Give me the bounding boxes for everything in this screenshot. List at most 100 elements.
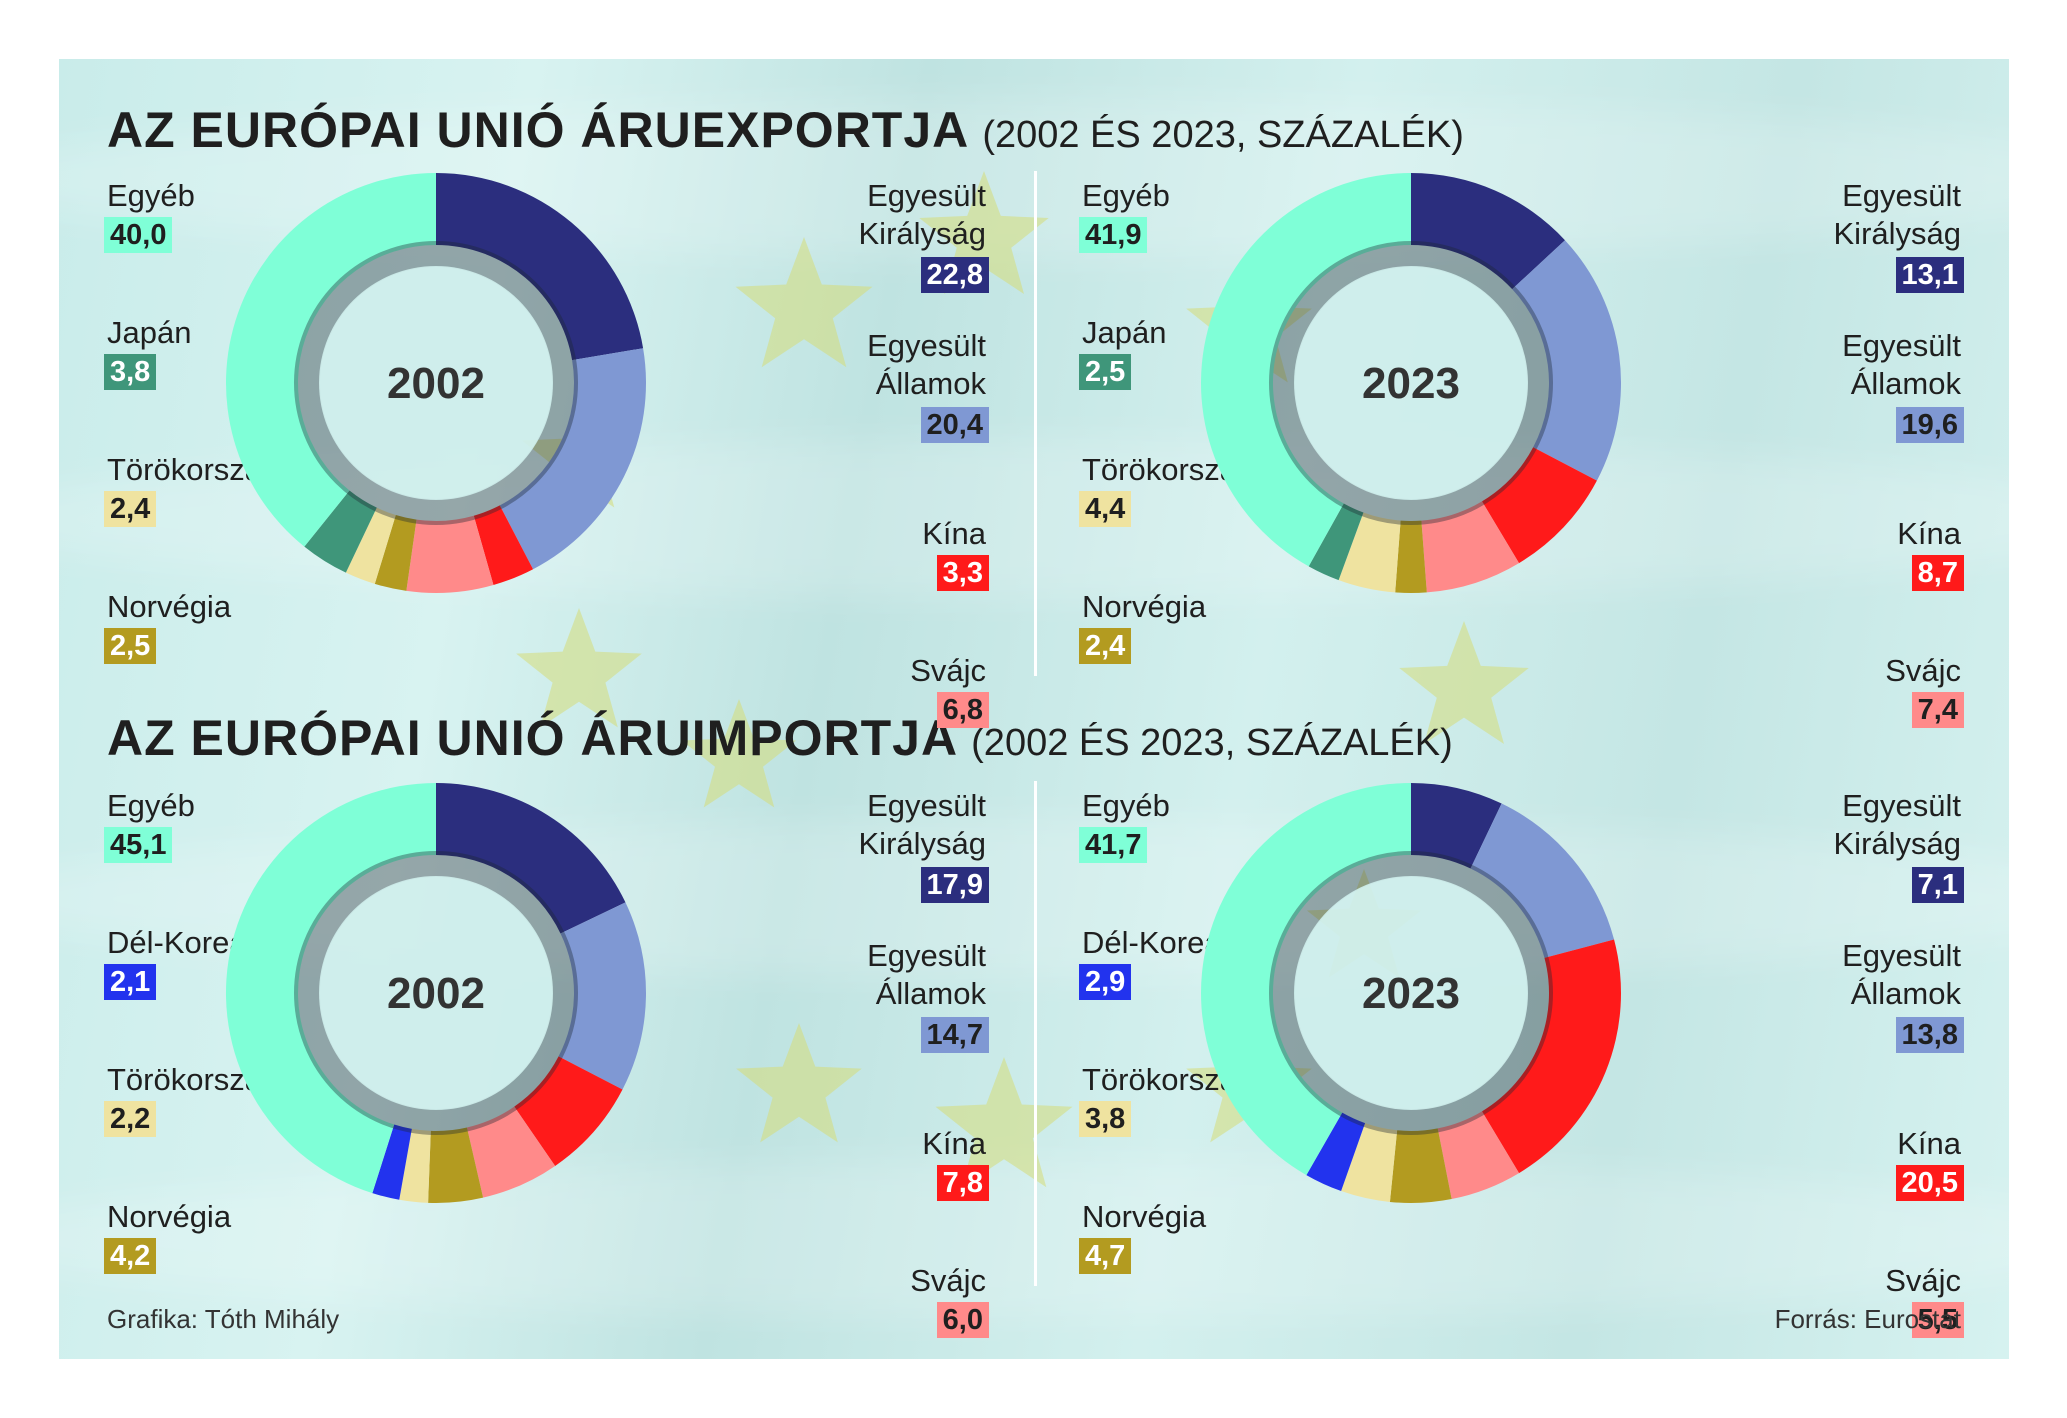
legend-label-svajc: Svájc bbox=[910, 1263, 986, 1298]
legend-label-egyesult-allamok: Egyesült Államok bbox=[867, 328, 986, 401]
slice-egyeb bbox=[1201, 783, 1411, 1176]
data-label-japan: 2,5 bbox=[1079, 354, 1132, 390]
legend-label-egyesult-kiralysag: Egyesült Királyság bbox=[858, 788, 987, 861]
slice-egyesult-allamok bbox=[499, 348, 646, 570]
legend-label-egyeb: Egyéb bbox=[1082, 178, 1170, 213]
eu-star-icon bbox=[919, 171, 1049, 294]
legend-label-egyesult-allamok: Egyesült Államok bbox=[867, 938, 986, 1011]
legend-label-egyesult-allamok: Egyesült Államok bbox=[1842, 938, 1961, 1011]
infographic-panel: AZ EURÓPAI UNIÓ ÁRUEXPORTJA (2002 ÉS 202… bbox=[59, 59, 2009, 1359]
eu-star-icon bbox=[681, 699, 797, 808]
slice-svajc bbox=[406, 515, 494, 594]
legend-label-norvegia: Norvégia bbox=[1082, 589, 1207, 624]
data-label-kina: 8,7 bbox=[1911, 555, 1964, 591]
eu-star-icon bbox=[1399, 621, 1529, 744]
import-2023-chart: Egyéb 41,7 Dél-Korea 2,9 Törökország 3,8 Norvé… bbox=[1034, 781, 2009, 1338]
legend-label-kina: Kína bbox=[1897, 1126, 1961, 1161]
import-title: AZ EURÓPAI UNIÓ ÁRUIMPORTJA (2002 ÉS 202… bbox=[107, 710, 1453, 766]
data-label-del-korea: 2,1 bbox=[104, 964, 157, 1000]
donut-inner-ring bbox=[1269, 241, 1553, 525]
slice-japan bbox=[1308, 503, 1364, 581]
legend-label-egyeb: Egyéb bbox=[107, 178, 195, 213]
slice-egyesult-allamok bbox=[1512, 240, 1621, 481]
slice-egyesult-kiralysag bbox=[1411, 783, 1502, 869]
data-label-torokorszag: 4,4 bbox=[1079, 491, 1132, 527]
data-label-egyesult-allamok: 13,8 bbox=[1895, 1017, 1964, 1053]
slice-egyesult-kiralysag bbox=[436, 173, 644, 361]
donut-inner-ring bbox=[1269, 851, 1553, 1135]
slice-del-korea bbox=[372, 1124, 412, 1200]
slice-norvegia bbox=[374, 515, 417, 591]
donut-hole bbox=[1294, 876, 1528, 1110]
slice-egyeb bbox=[226, 173, 436, 547]
donut-year-label: 2002 bbox=[387, 359, 485, 408]
donut-hole bbox=[319, 876, 553, 1110]
data-label-egyesult-kiralysag: 7,1 bbox=[1911, 867, 1964, 903]
slice-kina bbox=[1481, 447, 1597, 564]
export-title: AZ EURÓPAI UNIÓ ÁRUEXPORTJA (2002 ÉS 202… bbox=[107, 102, 1464, 158]
eu-star-icon bbox=[736, 1023, 862, 1143]
slice-norvegia bbox=[1395, 520, 1427, 593]
legend-label-kina: Kína bbox=[922, 1126, 986, 1161]
donut-hole bbox=[319, 266, 553, 500]
legend-label-norvegia: Norvégia bbox=[1082, 1199, 1207, 1234]
legend-label-del-korea: Dél-Korea bbox=[1082, 925, 1222, 960]
slice-kina bbox=[473, 505, 534, 585]
slice-torokorszag bbox=[345, 507, 396, 584]
source-credit: Forrás: Eurostat bbox=[1774, 1304, 1961, 1334]
legend-label-japan: Japán bbox=[107, 315, 192, 350]
slice-norvegia bbox=[428, 1127, 484, 1203]
data-label-svajc: 6,0 bbox=[936, 1302, 989, 1338]
legend-label-del-korea: Dél-Korea bbox=[107, 925, 247, 960]
data-label-norvegia: 2,5 bbox=[104, 628, 157, 664]
export-2002-chart: Egyéb 40,0 Japán 3,8 Törökország 2,4 Norvégia 2… bbox=[59, 171, 1034, 728]
data-label-norvegia: 2,4 bbox=[1079, 628, 1132, 664]
slice-del-korea bbox=[1306, 1112, 1366, 1192]
donut-year-label: 2023 bbox=[1362, 969, 1460, 1018]
eu-star-icon bbox=[735, 237, 873, 368]
data-label-kina: 20,5 bbox=[1895, 1165, 1964, 1201]
slice-torokorszag bbox=[399, 1128, 431, 1203]
legend-label-egyeb: Egyéb bbox=[107, 788, 195, 823]
donut-chart: 2023 bbox=[1201, 783, 1621, 1204]
data-label-egyesult-allamok: 20,4 bbox=[920, 407, 989, 443]
slice-svajc bbox=[1437, 1111, 1520, 1200]
data-label-japan: 3,8 bbox=[104, 354, 157, 390]
data-label-torokorszag: 3,8 bbox=[1079, 1101, 1132, 1137]
data-label-del-korea: 2,9 bbox=[1079, 964, 1132, 1000]
data-label-egyesult-allamok: 19,6 bbox=[1895, 407, 1964, 443]
legend-label-svajc: Svájc bbox=[1885, 1263, 1961, 1298]
legend-label-egyesult-allamok: Egyesült Államok bbox=[1842, 328, 1961, 401]
legend-label-egyesult-kiralysag: Egyesült Királyság bbox=[1833, 178, 1962, 251]
slice-egyesult-allamok bbox=[1470, 803, 1615, 958]
donut-year-label: 2002 bbox=[387, 969, 485, 1018]
donut-inner-ring bbox=[294, 851, 578, 1135]
slice-egyeb bbox=[1200, 172, 1411, 567]
donut-year-label: 2023 bbox=[1362, 359, 1460, 408]
legend-label-egyeb: Egyéb bbox=[1082, 788, 1170, 823]
data-label-egyeb: 41,9 bbox=[1079, 217, 1148, 253]
legend-label-kina: Kína bbox=[922, 516, 986, 551]
export-divider bbox=[1034, 171, 1037, 676]
slice-torokorszag bbox=[1338, 512, 1401, 593]
legend-label-svajc: Svájc bbox=[910, 653, 986, 688]
data-label-norvegia: 4,2 bbox=[104, 1238, 157, 1274]
graphics-credit: Grafika: Tóth Mihály bbox=[107, 1304, 340, 1334]
legend-label-japan: Japán bbox=[1082, 315, 1167, 350]
donut-hole bbox=[1294, 266, 1528, 500]
donut-inner-ring bbox=[294, 241, 578, 525]
slice-egyesult-kiralysag bbox=[436, 783, 626, 934]
slice-kina bbox=[1481, 939, 1621, 1174]
data-label-svajc: 6,8 bbox=[936, 692, 989, 728]
data-label-egyesult-kiralysag: 13,1 bbox=[1895, 257, 1964, 293]
donut-chart: 2002 bbox=[226, 173, 646, 594]
slice-egyesult-allamok bbox=[558, 902, 647, 1090]
slice-egyesult-kiralysag bbox=[1411, 173, 1565, 290]
eu-star-icon bbox=[516, 608, 642, 728]
slice-kina bbox=[514, 1056, 623, 1166]
data-label-torokorszag: 2,4 bbox=[104, 491, 157, 527]
data-label-norvegia: 4,7 bbox=[1079, 1238, 1132, 1274]
legend-label-egyesult-kiralysag: Egyesült Királyság bbox=[1833, 788, 1962, 861]
import-2002-chart: Egyéb 45,1 Dél-Korea 2,1 Törökország 2,2 Norvé… bbox=[59, 781, 1034, 1338]
legend-label-norvegia: Norvégia bbox=[107, 589, 232, 624]
